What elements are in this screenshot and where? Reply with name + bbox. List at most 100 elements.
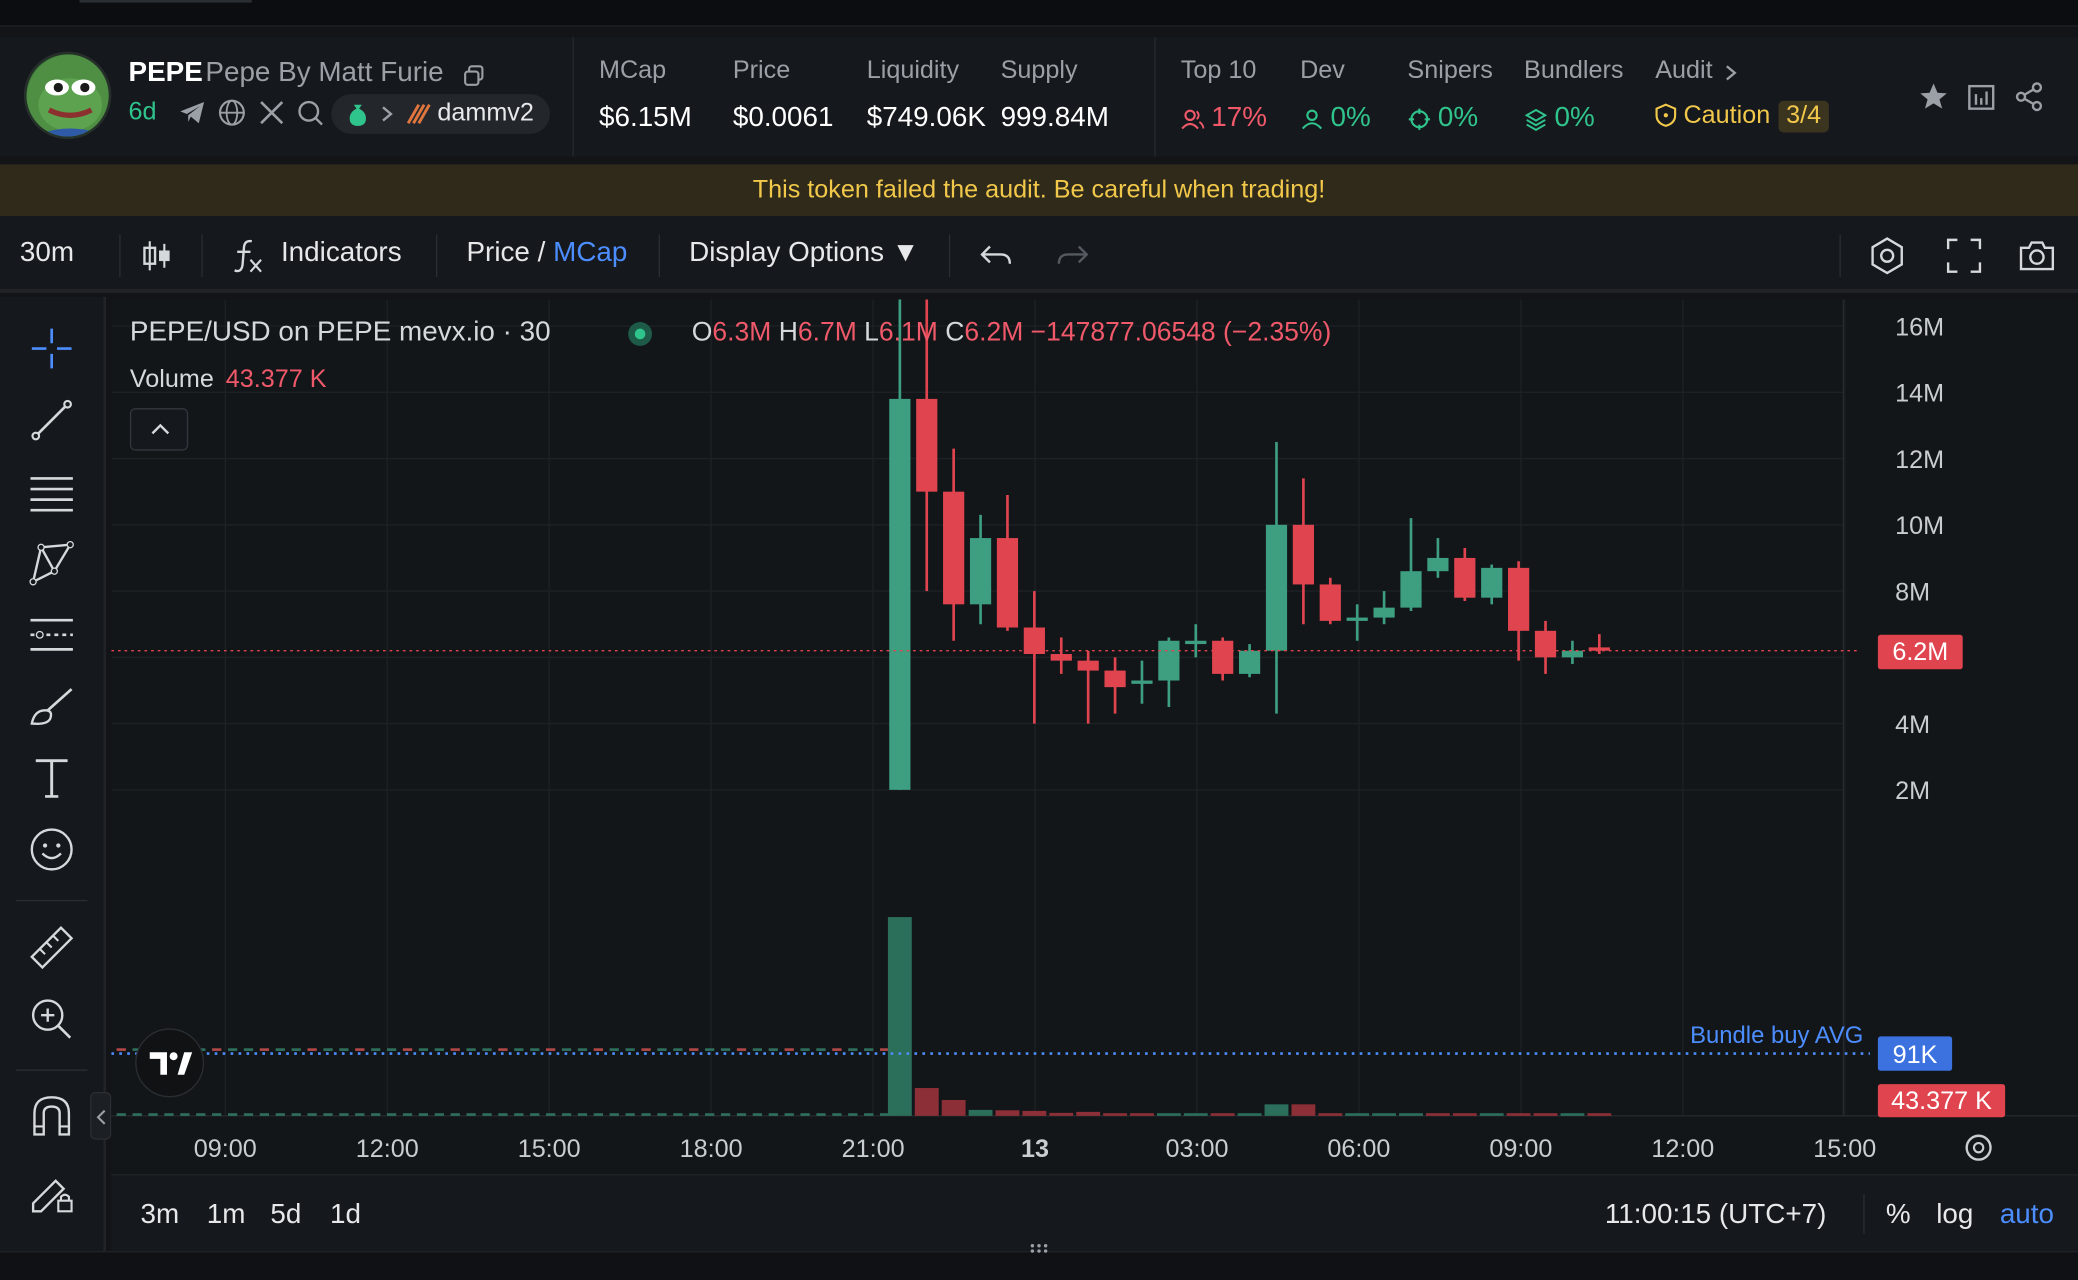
website-globe-icon[interactable] bbox=[217, 98, 246, 127]
prediction-tool-icon[interactable] bbox=[27, 610, 77, 660]
copy-icon[interactable] bbox=[463, 64, 487, 88]
chevron-right-icon[interactable] bbox=[1723, 62, 1739, 83]
price-chart[interactable]: 22M20M18M16M14M12M10M8M6M4M2M09:0012:001… bbox=[111, 299, 2078, 1175]
panel-resize-handle[interactable] bbox=[1028, 1242, 1049, 1255]
pattern-tool-icon[interactable] bbox=[27, 538, 77, 588]
camera-icon[interactable] bbox=[2017, 236, 2057, 276]
candle-body bbox=[1454, 557, 1476, 598]
undo-icon[interactable] bbox=[977, 236, 1017, 276]
volume-bar bbox=[307, 1113, 317, 1116]
last-price-tag bbox=[1877, 634, 1963, 670]
token-avatar[interactable] bbox=[23, 51, 112, 140]
token-symbol: PEPE bbox=[128, 56, 203, 88]
volume-bar bbox=[736, 1113, 747, 1116]
audit-status: Caution bbox=[1683, 102, 1771, 130]
text-tool-icon[interactable] bbox=[27, 753, 77, 803]
volume-bar bbox=[466, 1048, 476, 1051]
display-options-dropdown[interactable]: Display Options ▼ bbox=[689, 237, 920, 268]
mcap-toggle-label[interactable]: MCap bbox=[553, 237, 628, 268]
volume-bar bbox=[689, 1048, 699, 1051]
x-axis-tick-label: 03:00 bbox=[1165, 1135, 1228, 1163]
volume-bar bbox=[1560, 1113, 1585, 1116]
ruler-icon[interactable] bbox=[27, 922, 77, 972]
range-button[interactable]: 3m bbox=[140, 1199, 180, 1230]
log-scale-toggle[interactable]: log bbox=[1936, 1199, 1974, 1230]
candle-body bbox=[1238, 650, 1261, 674]
volume-bar bbox=[355, 1048, 365, 1051]
volume-bar bbox=[577, 1113, 588, 1116]
x-axis-tick-label: 09:00 bbox=[194, 1135, 257, 1163]
magnet-icon[interactable] bbox=[27, 1092, 77, 1142]
settings-gear-icon[interactable] bbox=[1867, 236, 1907, 276]
tradingview-logo[interactable] bbox=[135, 1028, 205, 1098]
dev-user-icon bbox=[1301, 109, 1323, 130]
percent-scale-toggle[interactable]: % bbox=[1885, 1199, 1911, 1230]
mcap-value: $6.15M bbox=[599, 102, 692, 133]
volume-bar bbox=[482, 1048, 492, 1051]
chart-canvas[interactable]: 22M20M18M16M14M12M10M8M6M4M2M09:0012:001… bbox=[111, 299, 2078, 1175]
sidebar-collapse-tab[interactable] bbox=[90, 1092, 112, 1140]
supply-value: 999.84M bbox=[1000, 102, 1109, 133]
interval-selector[interactable]: 30m bbox=[19, 237, 75, 268]
range-button[interactable]: 1d bbox=[329, 1199, 361, 1230]
x-axis-tick-label: 06:00 bbox=[1327, 1135, 1390, 1163]
chart-bottom-bar: 3m 1m 5d 1d 11:00:15 (UTC+7) % log auto bbox=[111, 1174, 2078, 1252]
horizontal-lines-tool-icon[interactable] bbox=[27, 466, 77, 516]
toggle-separator: / bbox=[529, 237, 554, 268]
audit-caution[interactable]: Caution 3/4 bbox=[1655, 100, 1830, 135]
supply-label: Supply bbox=[1000, 56, 1078, 85]
candle-body bbox=[1319, 584, 1341, 621]
volume-bar bbox=[673, 1113, 683, 1116]
bottom-tab-strip bbox=[0, 1251, 2078, 1280]
range-button[interactable]: 5d bbox=[270, 1199, 302, 1230]
price-mcap-toggle[interactable]: Price / MCap bbox=[466, 237, 627, 269]
trendline-tool-icon[interactable] bbox=[27, 395, 77, 445]
dex-pill[interactable]: dammv2 bbox=[331, 94, 550, 134]
candle-body bbox=[1561, 650, 1584, 658]
auto-scale-toggle[interactable]: auto bbox=[1999, 1199, 2054, 1230]
x-axis-tick-label: 12:00 bbox=[1651, 1135, 1714, 1163]
volume-bar bbox=[705, 1048, 715, 1051]
star-icon[interactable] bbox=[1918, 81, 1950, 113]
volume-legend-value: 43.377 K bbox=[225, 365, 327, 394]
volume-bar bbox=[212, 1048, 222, 1051]
liquidity-label: Liquidity bbox=[866, 56, 960, 85]
volume-bar bbox=[546, 1113, 556, 1116]
volume-bar bbox=[968, 1109, 993, 1116]
lock-drawing-icon[interactable] bbox=[27, 1166, 77, 1216]
candle-body bbox=[1158, 640, 1180, 681]
chart-add-icon[interactable] bbox=[1965, 81, 1997, 113]
volume-bar bbox=[291, 1113, 301, 1116]
volume-bar bbox=[1130, 1113, 1154, 1116]
audit-label[interactable]: Audit bbox=[1655, 56, 1713, 85]
telegram-icon[interactable] bbox=[178, 98, 207, 127]
volume-bar bbox=[941, 1099, 966, 1116]
volume-bar bbox=[1237, 1113, 1262, 1116]
axis-settings-icon[interactable] bbox=[1965, 1134, 1992, 1161]
x-twitter-icon[interactable] bbox=[257, 98, 286, 127]
price-toggle-label[interactable]: Price bbox=[466, 237, 530, 268]
legend-collapse-button[interactable] bbox=[129, 408, 189, 451]
candle-body bbox=[916, 398, 938, 492]
candle-style-icon[interactable] bbox=[137, 236, 177, 276]
mcap-label: MCap bbox=[599, 56, 667, 85]
function-fx-icon[interactable] bbox=[228, 236, 268, 276]
volume-bar bbox=[1399, 1113, 1423, 1116]
volume-bar bbox=[196, 1113, 206, 1116]
brush-tool-icon[interactable] bbox=[27, 681, 77, 731]
crosshair-tool-icon[interactable] bbox=[27, 323, 77, 373]
volume-bar bbox=[482, 1113, 492, 1116]
search-icon[interactable] bbox=[296, 98, 325, 127]
zoom-in-icon[interactable] bbox=[27, 994, 77, 1044]
redo-icon[interactable] bbox=[1052, 236, 1092, 276]
volume-bar bbox=[864, 1048, 874, 1051]
y-axis-tick-label: 12M bbox=[1895, 446, 1944, 474]
indicators-button[interactable]: Indicators bbox=[280, 237, 402, 268]
fullscreen-icon[interactable] bbox=[1944, 236, 1984, 276]
chart-clock[interactable]: 11:00:15 (UTC+7) bbox=[1604, 1199, 1827, 1230]
share-icon[interactable] bbox=[2013, 81, 2045, 113]
volume-bar bbox=[1425, 1113, 1450, 1116]
range-button[interactable]: 1m bbox=[206, 1199, 246, 1230]
volume-bar bbox=[768, 1048, 778, 1051]
emoji-smile-icon[interactable] bbox=[27, 824, 77, 874]
